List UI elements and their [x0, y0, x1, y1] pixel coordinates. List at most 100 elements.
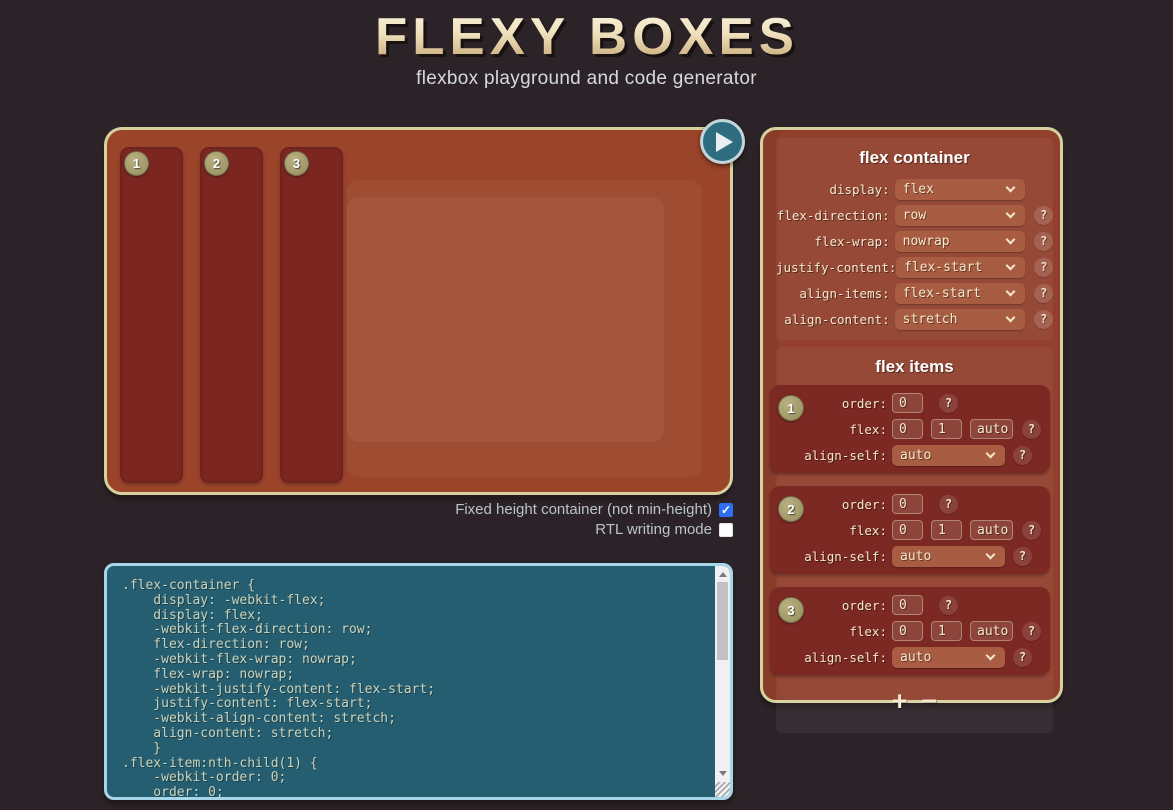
display-select[interactable]: flex [894, 178, 1026, 200]
order-input[interactable]: 0 [892, 595, 923, 615]
app-logo: FLEXY BOXES FLEXY BOXES [375, 8, 802, 66]
chevron-down-icon [1005, 234, 1016, 244]
flex-help-button[interactable]: ? [1022, 621, 1041, 641]
item-number-badge: 2 [778, 496, 804, 522]
order-row: order: 0 ? [770, 491, 1050, 517]
code-scrollbar[interactable] [715, 566, 730, 797]
rtl-label: RTL writing mode [595, 521, 712, 538]
flex-basis-input[interactable]: auto [970, 621, 1013, 641]
item-number-badge: 3 [778, 597, 804, 623]
flex-basis-input[interactable]: auto [970, 419, 1013, 439]
order-input[interactable]: 0 [892, 494, 923, 514]
control-row-display: display: flex ? [776, 176, 1053, 202]
logo-shadow-text: FLEXY BOXES [378, 11, 802, 66]
flex-item-card-1: 1 order: 0 ? flex: 0 1 auto ? align-self… [770, 385, 1050, 473]
flex-label: flex: [849, 623, 887, 639]
add-item-button[interactable]: + [891, 686, 908, 716]
chevron-down-icon [1005, 312, 1016, 322]
flex-direction-select[interactable]: row [894, 204, 1026, 226]
align-self-select[interactable]: auto [892, 646, 1005, 668]
align-self-label: align-self: [804, 548, 887, 564]
align-self-value: auto [900, 649, 932, 665]
order-row: order: 0 ? [770, 592, 1050, 618]
order-label: order: [841, 496, 887, 512]
display-value: flex [902, 181, 934, 197]
fixed-height-checkbox[interactable] [719, 502, 733, 517]
control-row-justify-content: justify-content: flex-start ? [776, 254, 1053, 280]
flex-direction-label: flex-direction: [776, 207, 890, 223]
align-items-value: flex-start [902, 285, 981, 301]
scroll-up-arrow-icon[interactable] [715, 567, 730, 582]
flex-container-title: flex container [859, 148, 970, 167]
flex-grow-input[interactable]: 0 [892, 419, 923, 439]
control-row-align-content: align-content: stretch ? [776, 306, 1053, 332]
item-number-badge: 3 [284, 151, 309, 176]
scroll-down-arrow-icon[interactable] [715, 766, 730, 781]
align-items-label: align-items: [799, 285, 890, 301]
align-self-label: align-self: [804, 447, 887, 463]
rtl-checkbox[interactable] [719, 522, 733, 537]
item-number-badge: 1 [124, 151, 149, 176]
align-content-help-button[interactable]: ? [1034, 309, 1053, 329]
flex-item-card-2: 2 order: 0 ? flex: 0 1 auto ? align-self… [770, 486, 1050, 574]
flex-help-button[interactable]: ? [1022, 419, 1041, 439]
flex-wrap-value: nowrap [902, 233, 950, 249]
align-self-help-button[interactable]: ? [1013, 647, 1032, 667]
fixed-height-option: Fixed height container (not min-height) [455, 501, 733, 518]
align-self-help-button[interactable]: ? [1013, 445, 1032, 465]
flex-help-button[interactable]: ? [1022, 520, 1041, 540]
item-number-badge: 1 [778, 395, 804, 421]
chevron-down-icon [1005, 182, 1016, 192]
align-content-select[interactable]: stretch [894, 308, 1026, 330]
chevron-down-icon [1005, 260, 1016, 270]
flex-direction-help-button[interactable]: ? [1034, 205, 1053, 225]
align-self-select[interactable]: auto [892, 444, 1005, 466]
align-content-value: stretch [902, 311, 958, 327]
flex-shrink-input[interactable]: 1 [931, 621, 962, 641]
order-label: order: [841, 597, 887, 613]
justify-content-select[interactable]: flex-start [896, 256, 1026, 278]
flex-item-card-3: 3 order: 0 ? flex: 0 1 auto ? align-self… [770, 587, 1050, 675]
order-help-button[interactable]: ? [939, 393, 958, 413]
flex-items-section: flex items 1 order: 0 ? flex: 0 1 auto ?… [770, 347, 1053, 733]
fixed-height-label: Fixed height container (not min-height) [455, 501, 712, 518]
resize-grip-icon[interactable] [715, 782, 730, 797]
scrollbar-thumb[interactable] [717, 582, 728, 660]
chevron-down-icon [985, 549, 996, 559]
generated-css-code[interactable]: .flex-container { display: -webkit-flex;… [122, 578, 436, 797]
align-content-label: align-content: [784, 311, 890, 327]
align-self-select[interactable]: auto [892, 545, 1005, 567]
justify-content-help-button[interactable]: ? [1034, 257, 1053, 277]
flex-grow-input[interactable]: 0 [892, 520, 923, 540]
flex-preview-container: 1 2 3 [104, 127, 733, 495]
play-button[interactable] [700, 119, 745, 164]
flex-wrap-select[interactable]: nowrap [894, 230, 1026, 252]
preview-flex-item-1: 1 [120, 147, 183, 483]
flex-shrink-input[interactable]: 1 [931, 419, 962, 439]
align-items-select[interactable]: flex-start [894, 282, 1026, 304]
order-row: order: 0 ? [770, 390, 1050, 416]
remove-item-button[interactable]: − [921, 686, 938, 716]
flex-label: flex: [849, 522, 887, 538]
align-self-help-button[interactable]: ? [1013, 546, 1032, 566]
item-number-badge: 2 [204, 151, 229, 176]
flex-grow-input[interactable]: 0 [892, 621, 923, 641]
flex-shrink-input[interactable]: 1 [931, 520, 962, 540]
order-help-button[interactable]: ? [939, 494, 958, 514]
preview-flex-item-3: 3 [280, 147, 343, 483]
order-help-button[interactable]: ? [939, 595, 958, 615]
generated-code-box: .flex-container { display: -webkit-flex;… [104, 563, 733, 800]
flex-basis-input[interactable]: auto [970, 520, 1013, 540]
align-self-row: align-self: auto ? [770, 442, 1050, 468]
align-items-help-button[interactable]: ? [1034, 283, 1053, 303]
flex-label: flex: [849, 421, 887, 437]
flex-row: flex: 0 1 auto ? [770, 416, 1050, 442]
chevron-down-icon [1005, 208, 1016, 218]
order-input[interactable]: 0 [892, 393, 923, 413]
display-label: display: [829, 181, 890, 197]
flex-wrap-help-button[interactable]: ? [1034, 231, 1053, 251]
logo-text: FLEXY BOXES [375, 8, 799, 66]
preview-options: Fixed height container (not min-height) … [104, 501, 733, 538]
order-label: order: [841, 395, 887, 411]
